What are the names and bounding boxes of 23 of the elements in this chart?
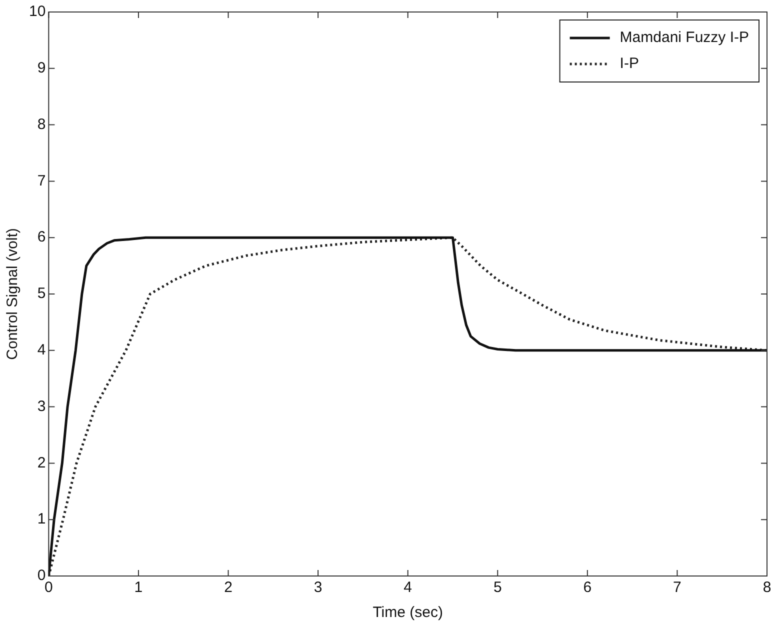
y-tick-label: 7 <box>37 172 46 190</box>
x-tick-label: 3 <box>314 579 322 596</box>
y-tick-label: 3 <box>37 398 46 415</box>
x-tick-label: 2 <box>224 579 232 596</box>
y-tick-label: 9 <box>37 60 46 77</box>
y-tick-label: 0 <box>37 567 46 584</box>
x-axis-title: Time (sec) <box>372 604 443 622</box>
x-tick-label: 4 <box>404 579 412 596</box>
y-tick-label: 2 <box>37 454 46 472</box>
legend-label: Mamdani Fuzzy I-P <box>620 29 750 46</box>
y-tick-label: 5 <box>37 285 46 302</box>
x-tick-label: 8 <box>762 579 772 596</box>
legend-label: I-P <box>620 55 639 72</box>
y-tick-label: 10 <box>28 3 46 20</box>
x-tick-label: 5 <box>493 579 502 596</box>
x-tick-label: 6 <box>583 579 592 596</box>
y-tick-label: 8 <box>37 116 46 133</box>
y-tick-label: 6 <box>37 228 46 246</box>
x-tick-label: 7 <box>673 579 682 596</box>
y-tick-label: 1 <box>37 510 46 528</box>
y-axis-title: Control Signal (volt) <box>4 228 22 360</box>
y-tick-label: 4 <box>37 342 46 359</box>
x-tick-label: 1 <box>134 579 143 596</box>
